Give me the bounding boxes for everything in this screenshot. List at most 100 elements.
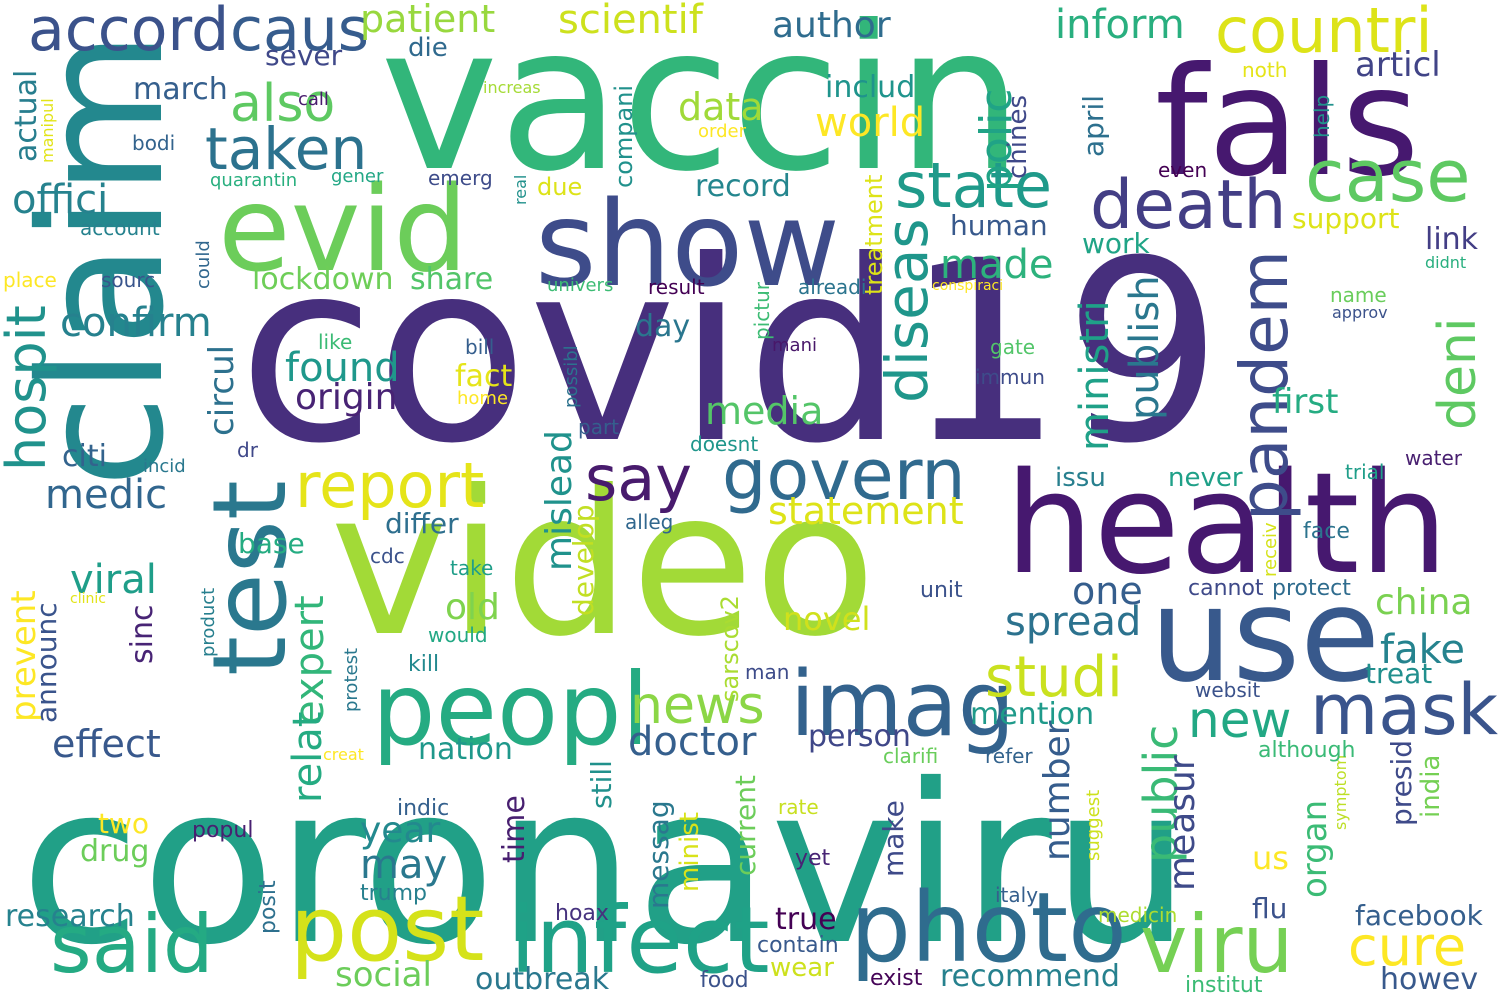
- word-approv: approv: [1332, 303, 1388, 322]
- word-gener: gener: [331, 166, 384, 187]
- word-receiv: receiv: [1260, 522, 1281, 577]
- word-due: due: [537, 173, 583, 201]
- word-kill: kill: [408, 652, 440, 677]
- word-india: india: [1416, 754, 1446, 818]
- word-howev: howev: [1380, 962, 1479, 997]
- word-video: video: [330, 448, 877, 681]
- word-origin: origin: [295, 377, 398, 418]
- word-differ: differ: [385, 507, 459, 540]
- word-also: also: [230, 74, 336, 134]
- word-compani: compani: [610, 84, 638, 188]
- word-nation: nation: [418, 732, 513, 767]
- word-call: call: [298, 89, 329, 110]
- word-even: even: [1158, 158, 1208, 182]
- word-taken: taken: [205, 115, 368, 183]
- word-hospit: hospit: [0, 305, 58, 471]
- word-trial: trial: [1345, 460, 1385, 484]
- word-found: found: [285, 345, 400, 391]
- word-refer: refer: [985, 744, 1033, 768]
- word-man: man: [745, 660, 790, 684]
- word-immun: immun: [975, 365, 1045, 389]
- word-sever: sever: [265, 39, 343, 72]
- word-account: account: [80, 216, 160, 240]
- word-said: said: [50, 898, 214, 991]
- word-announc: announc: [30, 602, 63, 723]
- word-gate: gate: [990, 335, 1036, 359]
- word-pictur: pictur: [750, 282, 774, 340]
- word-first: first: [1272, 382, 1339, 422]
- word-circul: circul: [202, 344, 242, 436]
- word-spread: spread: [1005, 599, 1142, 645]
- word-world: world: [815, 100, 926, 146]
- word-time: time: [497, 795, 532, 863]
- word-photo: photo: [850, 872, 1127, 984]
- word-die: die: [408, 33, 448, 63]
- word-indic: indic: [397, 796, 450, 821]
- word-never: never: [1168, 463, 1243, 493]
- word-protest: protest: [341, 647, 362, 712]
- word-food: food: [700, 968, 749, 993]
- word-old: old: [445, 587, 500, 628]
- word-statement: statement: [768, 489, 964, 533]
- word-place: place: [3, 268, 57, 292]
- word-posit: posit: [256, 880, 281, 934]
- word-sinc: sinc: [125, 604, 160, 664]
- word-data: data: [678, 85, 764, 129]
- word-help: help: [1310, 94, 1334, 138]
- word-take: take: [450, 556, 494, 580]
- word-countri: countri: [1215, 0, 1433, 67]
- word-may: may: [360, 842, 448, 888]
- word-health: health: [1005, 443, 1449, 606]
- word-didnt: didnt: [1425, 253, 1467, 272]
- word-year: year: [360, 810, 441, 851]
- word-includ: includ: [825, 70, 916, 105]
- word-cannot: cannot: [1188, 576, 1264, 601]
- word-exist: exist: [870, 966, 923, 991]
- word-recommend: recommend: [940, 959, 1120, 994]
- word-patient: patient: [360, 0, 496, 41]
- word-could: could: [193, 240, 214, 289]
- word-mani: mani: [772, 335, 817, 356]
- word-govern: govern: [722, 434, 966, 516]
- word-publish: publish: [1122, 275, 1168, 420]
- word-minist: minist: [675, 812, 705, 892]
- word-caus: caus: [230, 0, 370, 65]
- word-trump: trump: [360, 881, 428, 906]
- word-increas: increas: [483, 78, 541, 97]
- word-like: like: [318, 330, 353, 354]
- word-articl: articl: [1355, 45, 1441, 85]
- word-outbreak: outbreak: [475, 962, 610, 997]
- word-develop: develop: [567, 504, 600, 616]
- word-novel: novel: [783, 600, 871, 638]
- word-human: human: [950, 209, 1048, 242]
- word-presid: presid: [1385, 739, 1418, 826]
- word-symptom: symptom: [1331, 754, 1350, 830]
- word-one: one: [1072, 569, 1143, 613]
- word-would: would: [428, 623, 488, 647]
- word-creat: creat: [323, 745, 364, 764]
- word-make: make: [877, 800, 910, 877]
- word-base: base: [238, 527, 305, 560]
- word-april: april: [1077, 94, 1110, 157]
- word-covid19: covid19: [238, 207, 1223, 498]
- word-contain: contain: [757, 933, 839, 958]
- word-show: show: [535, 175, 840, 313]
- word-ministri: ministri: [1072, 300, 1118, 451]
- word-citi: citi: [62, 439, 107, 474]
- word-use: use: [1150, 559, 1381, 711]
- word-expert: expert: [287, 595, 333, 725]
- word-emerg: emerg: [428, 166, 493, 190]
- word-two: two: [98, 807, 150, 840]
- word-fake: fake: [1380, 627, 1465, 673]
- word-manipul: manipul: [38, 98, 57, 163]
- word-us: us: [1252, 839, 1289, 877]
- word-case: case: [1305, 134, 1471, 218]
- word-fals: fals: [1155, 36, 1420, 210]
- word-peopl: peopl: [372, 651, 650, 768]
- word-conspiraci: conspiraci: [932, 278, 1004, 294]
- word-true: true: [775, 902, 837, 937]
- word-noth: noth: [1242, 58, 1288, 82]
- word-studi: studi: [985, 645, 1123, 710]
- word-italy: italy: [995, 883, 1039, 907]
